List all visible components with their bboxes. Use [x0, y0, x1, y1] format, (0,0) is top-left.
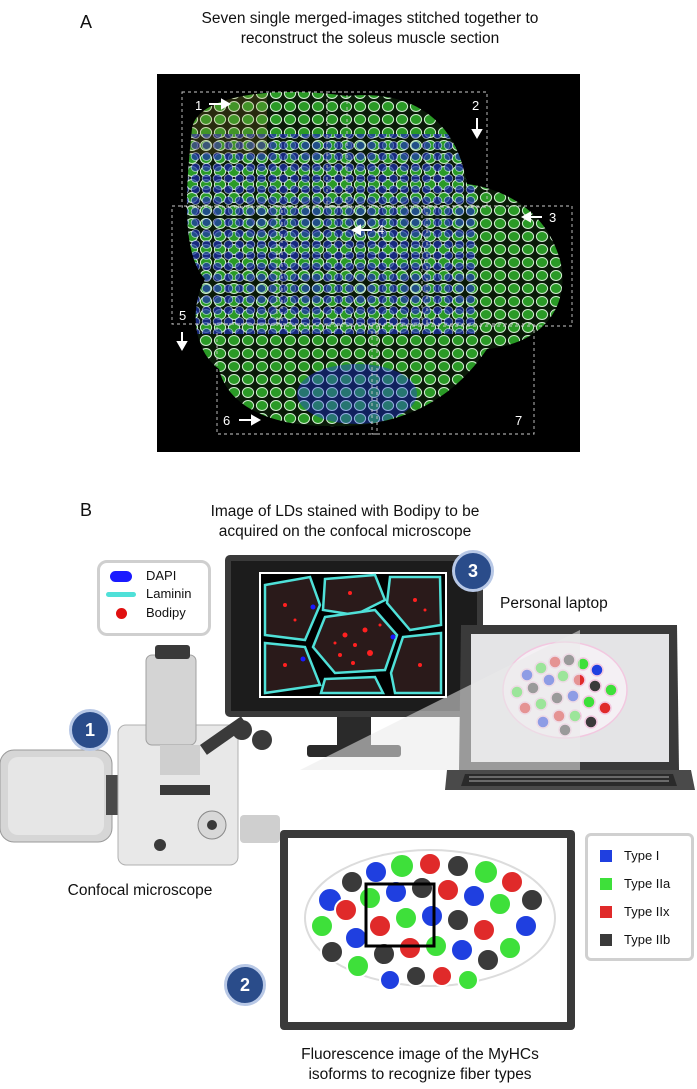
- desktop-monitor: [225, 555, 483, 757]
- laptop-caption: Personal laptop: [500, 595, 608, 612]
- legend-type-i: Type I: [624, 848, 660, 863]
- projection-beam: [300, 630, 580, 770]
- soleus-section-image: 1 2 3 4 5 6 7: [157, 74, 580, 452]
- step-1-label: 1: [84, 720, 95, 740]
- stain-legend: DAPI Laminin Bodipy: [97, 560, 211, 636]
- tile-label-3: 3: [549, 210, 556, 225]
- tile-label-1: 1: [195, 98, 202, 113]
- type-iix-swatch-icon: [600, 906, 612, 918]
- step-badge-3: 3: [452, 550, 494, 592]
- panel-a-title-line2: reconstruct the soleus muscle section: [240, 30, 500, 47]
- tile-label-4: 4: [377, 222, 384, 237]
- legend-type-iia: Type IIa: [624, 876, 671, 891]
- fiber-caption-line2: isoforms to recognize fiber types: [308, 1066, 532, 1083]
- confocal-microscope: [0, 645, 280, 866]
- tile-label-6: 6: [223, 413, 230, 428]
- fiber-caption-line1: Fluorescence image of the MyHCs: [301, 1046, 539, 1063]
- legend-laminin: Laminin: [146, 586, 192, 601]
- zoom-box: [364, 882, 436, 948]
- laminin-swatch-icon: [106, 592, 136, 597]
- legend-type-iix: Type IIx: [624, 904, 670, 919]
- fiber-type-legend: Type I Type IIa Type IIx Type IIb: [585, 833, 694, 961]
- step-3-label: 3: [467, 561, 478, 581]
- type-iib-swatch-icon: [600, 934, 612, 946]
- legend-bodipy: Bodipy: [146, 605, 186, 620]
- tile-label-5: 5: [179, 308, 186, 323]
- step-2-label: 2: [239, 975, 250, 995]
- monitor-caption-line2: acquired on the confocal microscope: [218, 523, 472, 540]
- legend-dapi: DAPI: [146, 568, 177, 583]
- monitor-caption-line1: Image of LDs stained with Bodipy to be: [210, 503, 480, 520]
- microscope-caption: Confocal microscope: [67, 882, 213, 899]
- panel-a-title-line1: Seven single merged-images stitched toge…: [201, 10, 539, 27]
- panel-b-letter: B: [80, 500, 93, 520]
- legend-type-iib: Type IIb: [624, 932, 671, 947]
- tile-label-7: 7: [515, 413, 522, 428]
- type-i-swatch-icon: [600, 850, 612, 862]
- dapi-swatch-icon: [110, 571, 132, 582]
- step-badge-1: 1: [69, 709, 111, 751]
- type-iia-swatch-icon: [600, 878, 612, 890]
- step-badge-2: 2: [224, 964, 266, 1006]
- stitch-arrows: [176, 98, 542, 426]
- panel-a-letter: A: [80, 12, 93, 32]
- fiber-type-display: [280, 830, 575, 1030]
- bodipy-swatch-icon: [116, 608, 127, 619]
- tile-label-2: 2: [472, 98, 479, 113]
